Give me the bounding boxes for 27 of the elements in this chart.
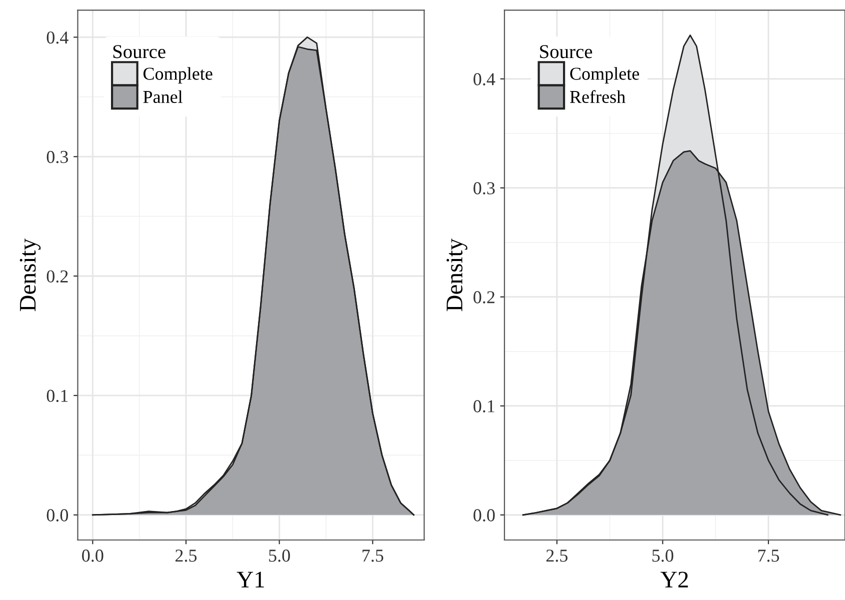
x-tick-label: 7.5 xyxy=(362,550,384,562)
x-axis-title: Y2 xyxy=(660,572,688,588)
y-tick-label: 0.2 xyxy=(474,291,494,304)
y-axis-title: Density xyxy=(446,238,468,312)
legend-title: Source xyxy=(113,45,166,58)
legend-label: Refresh xyxy=(570,90,626,104)
x-tick-label: 5.0 xyxy=(652,550,674,562)
legend-title: Source xyxy=(540,45,592,58)
legend-label: Panel xyxy=(143,90,182,104)
x-tick-label: 5.0 xyxy=(269,550,290,562)
y-tick-label: 0.3 xyxy=(474,182,495,194)
y-tick-label: 0.0 xyxy=(474,509,495,522)
x-axis-title: Y1 xyxy=(236,572,264,588)
y-tick-label: 0.4 xyxy=(46,31,68,44)
y-tick-label: 0.1 xyxy=(474,400,494,412)
x-tick-label: 2.5 xyxy=(546,550,568,562)
x-tick-label: 0.0 xyxy=(82,550,104,562)
y-tick-label: 0.3 xyxy=(46,150,68,164)
y-tick-label: 0.1 xyxy=(46,390,68,402)
y-axis-title: Density xyxy=(20,238,41,312)
legend-label: Complete xyxy=(143,67,212,84)
y-tick-label: 0.4 xyxy=(474,73,496,86)
y-tick-label: 0.0 xyxy=(46,509,68,522)
legend-label: Complete xyxy=(570,67,640,84)
x-tick-label: 7.5 xyxy=(758,550,780,562)
y-tick-label: 0.2 xyxy=(46,270,68,283)
x-tick-label: 2.5 xyxy=(176,550,197,562)
